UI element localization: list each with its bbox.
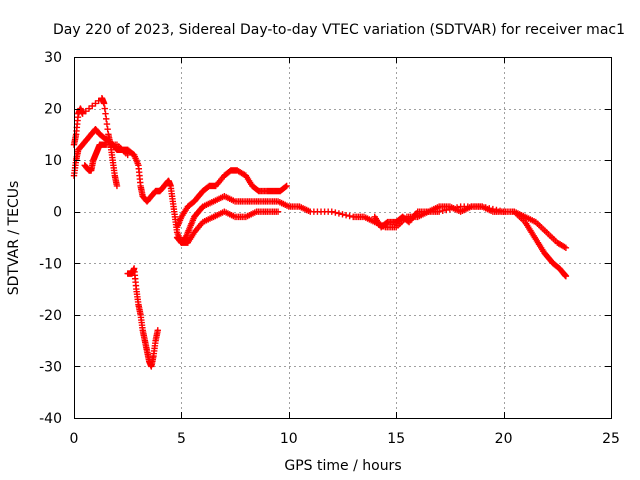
- x-tick-label: 15: [387, 431, 405, 447]
- y-tick-label: 30: [44, 50, 62, 66]
- y-axis-label: SDTVAR / TECUs: [6, 181, 22, 296]
- data-point: [100, 100, 108, 107]
- data-point: [82, 107, 90, 115]
- data-point: [113, 182, 121, 190]
- x-tick-labels: 0 5 10 15 20 25: [70, 431, 620, 447]
- chart-title: Day 220 of 2023, Sidereal Day-to-day VTE…: [53, 22, 625, 38]
- data-point: [339, 211, 346, 218]
- series-arc-tail: [511, 208, 570, 280]
- series-arc-dip: [173, 208, 282, 246]
- x-axis-label: GPS time / hours: [284, 458, 401, 474]
- data-point: [562, 272, 570, 280]
- data-point: [103, 120, 111, 128]
- data-point: [274, 208, 282, 215]
- y-tick-label: -10: [39, 256, 62, 272]
- data-point: [342, 211, 350, 219]
- x-tick-label: 25: [602, 431, 620, 447]
- data-point: [104, 126, 111, 133]
- x-tick-label: 10: [280, 431, 298, 447]
- data-point: [328, 208, 335, 215]
- series-layer: [70, 95, 570, 370]
- y-tick-label: -30: [39, 359, 62, 375]
- data-point: [85, 105, 93, 112]
- series-arc-evening: [371, 203, 507, 231]
- series-arc-bump: [173, 167, 290, 231]
- series-arc-low: [124, 265, 161, 370]
- data-point: [124, 151, 131, 159]
- y-tick-labels: 30 20 10 0 -10 -20 -30 -40: [39, 50, 62, 427]
- x-tick-label: 20: [495, 431, 513, 447]
- y-tick-label: 10: [44, 153, 62, 169]
- data-point: [332, 209, 339, 216]
- data-point: [282, 183, 289, 190]
- series-arc-main: [70, 126, 570, 252]
- data-point: [92, 100, 99, 107]
- data-point: [89, 102, 96, 110]
- data-point: [335, 210, 343, 217]
- grid: [74, 57, 611, 418]
- data-point: [561, 243, 568, 251]
- y-tick-label: -40: [39, 411, 62, 427]
- y-tick-label: 20: [44, 102, 62, 118]
- data-point: [562, 244, 570, 252]
- x-tick-label: 5: [177, 431, 186, 447]
- y-tick-label: -20: [39, 308, 62, 324]
- series-arc-mid: [81, 141, 131, 174]
- data-point: [102, 110, 109, 117]
- data-point: [154, 327, 161, 334]
- data-point: [500, 208, 507, 215]
- data-point: [346, 212, 353, 220]
- x-tick-label: 0: [70, 431, 79, 447]
- data-point: [101, 105, 108, 112]
- data-point: [103, 115, 110, 123]
- y-tick-label: 0: [53, 205, 62, 221]
- data-point: [283, 182, 290, 190]
- data-point: [79, 110, 86, 117]
- axis-ticks: [74, 57, 612, 419]
- plot-frame: [74, 57, 612, 419]
